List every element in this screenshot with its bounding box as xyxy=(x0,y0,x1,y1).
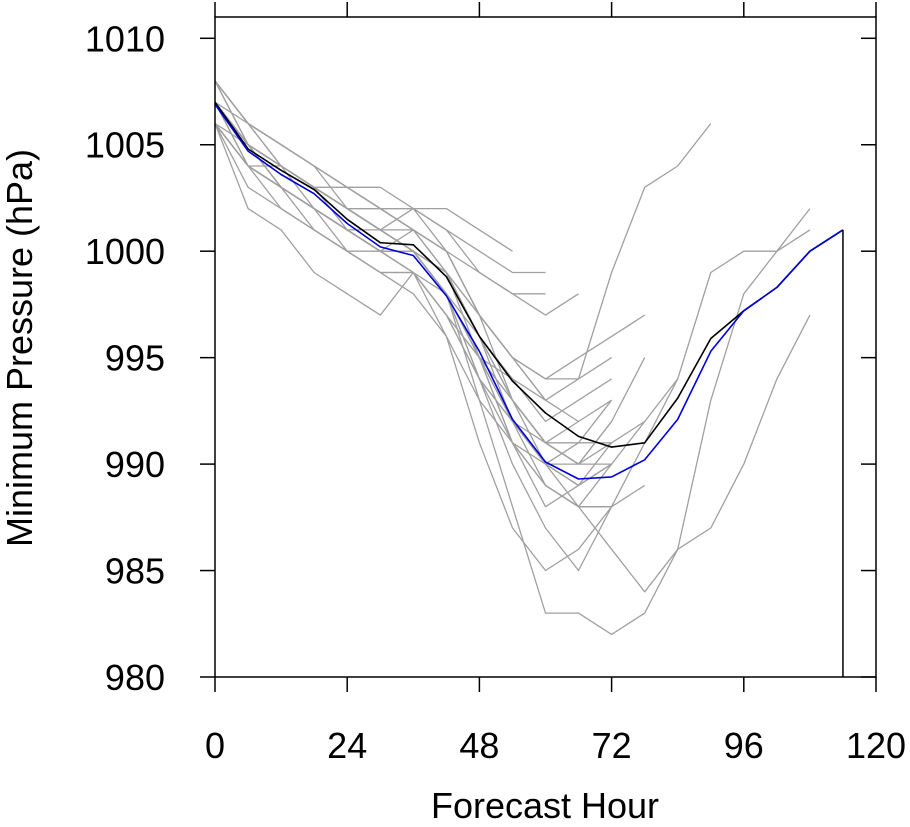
y-tick-label: 1000 xyxy=(85,231,165,272)
ensemble-member-line-6 xyxy=(214,123,613,572)
blue-series-line xyxy=(214,103,844,480)
y-tick-label: 1010 xyxy=(85,18,165,59)
ensemble-member-line-8 xyxy=(214,80,612,444)
y-tick-label: 1005 xyxy=(85,125,165,166)
plot-frame xyxy=(214,16,877,678)
y-tick-label: 985 xyxy=(105,551,165,592)
x-axis-title: Forecast Hour xyxy=(431,785,659,826)
x-tick-label: 48 xyxy=(459,725,499,766)
ensemble-member-line-9 xyxy=(214,101,613,508)
black-series-line xyxy=(214,101,844,448)
x-tick-label: 0 xyxy=(205,725,225,766)
x-tick-label: 96 xyxy=(724,725,764,766)
y-tick-label: 980 xyxy=(105,657,165,698)
ensemble-member-line-3 xyxy=(214,101,811,593)
x-tick-label: 24 xyxy=(327,725,367,766)
ensemble-member-line-20 xyxy=(214,80,513,252)
ensemble-member-line-17 xyxy=(214,101,612,380)
ensemble-member-line-22 xyxy=(214,123,613,465)
ensemble-member-line-13 xyxy=(214,101,612,508)
y-tick-label: 990 xyxy=(105,444,165,485)
ensemble-member-line-5 xyxy=(214,101,811,636)
y-tick-label: 995 xyxy=(105,338,165,379)
axis-ticks: 0 24 48 72 96 120 980 985 990 995 1000 1005 1010 xyxy=(85,2,906,766)
x-tick-label: 120 xyxy=(846,725,906,766)
ensemble-member-line-4 xyxy=(214,123,811,572)
y-axis-title: Minimum Pressure (hPa) xyxy=(0,149,40,547)
plot-area xyxy=(214,80,844,677)
ensemble-member-line-27 xyxy=(214,123,546,401)
x-tick-label: 72 xyxy=(592,725,632,766)
